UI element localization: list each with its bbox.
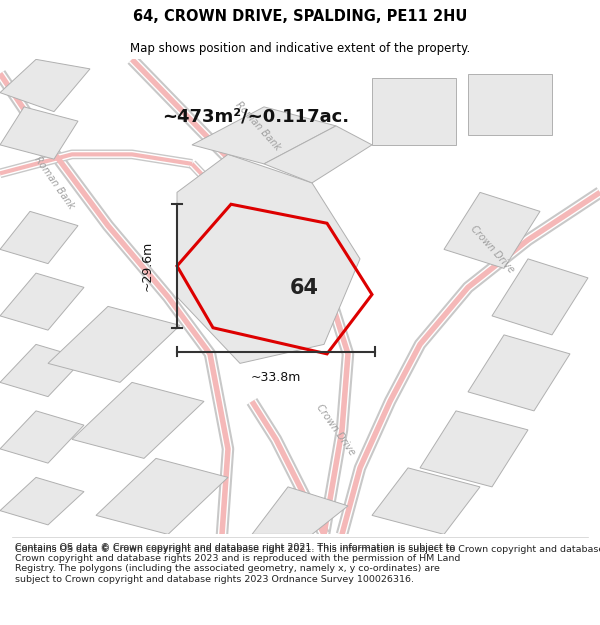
Polygon shape bbox=[48, 306, 180, 382]
Text: Roman Bank: Roman Bank bbox=[32, 154, 76, 211]
Text: Contains OS data © Crown copyright and database right 2021. This information is : Contains OS data © Crown copyright and d… bbox=[15, 543, 460, 584]
Polygon shape bbox=[264, 126, 372, 183]
Polygon shape bbox=[252, 487, 348, 534]
Text: Roman Bank: Roman Bank bbox=[233, 99, 283, 152]
Polygon shape bbox=[0, 273, 84, 330]
Polygon shape bbox=[72, 382, 204, 458]
Polygon shape bbox=[444, 192, 540, 268]
Polygon shape bbox=[96, 458, 228, 534]
Polygon shape bbox=[492, 259, 588, 335]
Text: Map shows position and indicative extent of the property.: Map shows position and indicative extent… bbox=[130, 42, 470, 55]
Polygon shape bbox=[0, 478, 84, 525]
Polygon shape bbox=[0, 107, 78, 159]
Text: 64: 64 bbox=[290, 278, 319, 298]
Polygon shape bbox=[468, 335, 570, 411]
Polygon shape bbox=[372, 78, 456, 145]
Text: ~29.6m: ~29.6m bbox=[140, 241, 154, 291]
Polygon shape bbox=[0, 411, 84, 463]
Text: ~473m²/~0.117ac.: ~473m²/~0.117ac. bbox=[162, 107, 349, 126]
Polygon shape bbox=[0, 211, 78, 264]
Polygon shape bbox=[0, 59, 90, 112]
Polygon shape bbox=[192, 107, 336, 164]
Text: Contains OS data © Crown copyright and database right 2021. This information is : Contains OS data © Crown copyright and d… bbox=[15, 545, 600, 554]
Polygon shape bbox=[0, 344, 84, 397]
Polygon shape bbox=[177, 154, 360, 363]
Polygon shape bbox=[420, 411, 528, 487]
Text: Crown Drive: Crown Drive bbox=[314, 402, 358, 458]
Text: Crown Drive: Crown Drive bbox=[468, 224, 516, 275]
Text: 64, CROWN DRIVE, SPALDING, PE11 2HU: 64, CROWN DRIVE, SPALDING, PE11 2HU bbox=[133, 9, 467, 24]
Polygon shape bbox=[372, 468, 480, 534]
Text: ~33.8m: ~33.8m bbox=[251, 371, 301, 384]
Polygon shape bbox=[468, 74, 552, 136]
